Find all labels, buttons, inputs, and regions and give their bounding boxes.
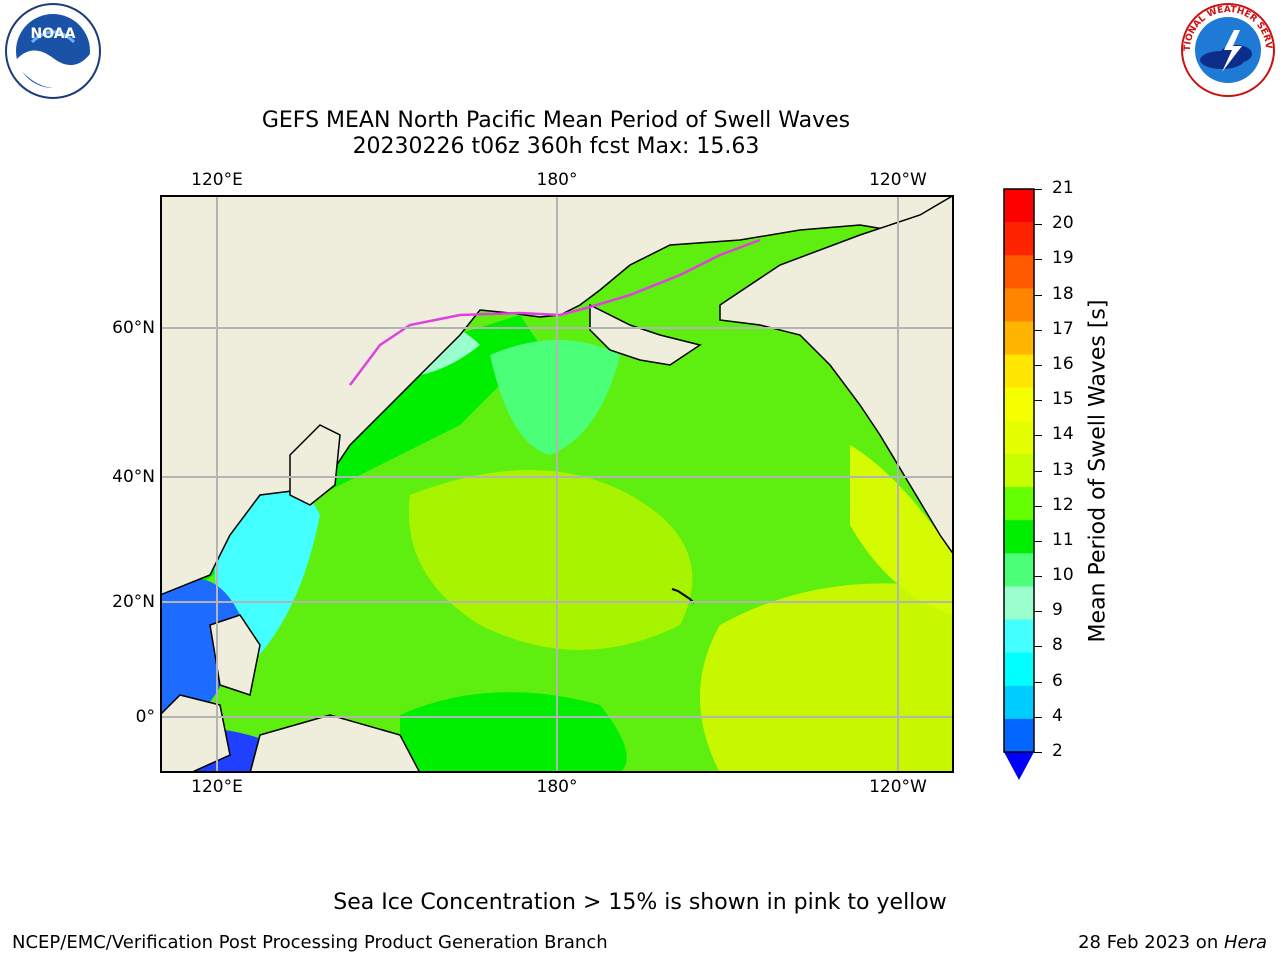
colorbar-tick-label: 4 [1052,705,1063,726]
land-borneo [160,694,231,773]
sea-ice-edge [349,238,761,386]
colorbar-tick-mark [1034,505,1042,507]
map-subtitle: 20230226 t06z 360h fcst Max: 15.63 [352,134,760,159]
colorbar-tick-label: 16 [1052,353,1074,374]
lat-label-20n: 20°N [112,592,155,612]
colorbar-tick-label: 19 [1052,248,1074,269]
colorbar-tick-mark [1034,611,1042,613]
colorbar-band [1004,321,1034,356]
colorbar-tick-mark [1034,364,1042,366]
land-north-america [719,195,954,557]
lon-label-top-120e: 120°E [191,170,243,190]
colorbar-tick-mark [1034,716,1042,718]
zone-11s-equatorial [400,692,627,773]
colorbar-band [1004,288,1034,322]
colorbar-tick-label: 2 [1052,741,1063,761]
colorbar-tick-label: 6 [1052,670,1063,691]
graticule [160,195,954,773]
zone-10s-north [490,340,620,455]
lat-label-40n: 40°N [112,467,155,487]
map-title: GEFS MEAN North Pacific Mean Period of S… [261,108,851,133]
zone-13s-california [850,445,954,615]
colorbar [1003,188,1035,780]
colorbar-tick-mark [1034,400,1042,402]
colorbar-band [1004,553,1034,587]
colorbar-tick-mark [1034,576,1042,578]
colorbar-tick-label: 15 [1052,389,1074,410]
colorbar-band [1004,189,1034,223]
land-asia-arctic [160,195,954,596]
colorbar-band [1004,354,1034,389]
colorbar-tick-label: 17 [1052,318,1074,339]
colorbar-tick-mark [1034,294,1042,296]
lon-label-bottom-120w: 120°W [869,777,927,797]
land-hawaii [671,588,695,604]
colorbar-tick-label: 14 [1052,424,1074,445]
colorbar-tick-label: 18 [1052,283,1074,304]
map-frame [160,195,954,773]
colorbar-tick-label: 21 [1052,178,1074,198]
colorbar-tick-label: 20 [1052,213,1074,234]
colorbar-band [1004,685,1034,720]
colorbar-tick-mark [1034,540,1042,542]
colorbar-band [1004,387,1034,422]
lon-label-bottom-180: 180° [536,777,578,797]
colorbar-band [1004,487,1034,521]
sea-ice-caption: Sea Ice Concentration > 15% is shown in … [333,890,947,915]
land-japan [289,424,341,506]
colorbar-band [1004,619,1034,654]
colorbar-band [1004,420,1034,455]
zone-12s-central [408,470,693,650]
colorbar-tick-mark [1034,646,1042,648]
nws-logo: NATIONAL WEATHER SERVICE [1174,0,1278,100]
colorbar-tick-label: 10 [1052,565,1074,586]
land-new-guinea [249,714,421,773]
colorbar-band [1004,255,1034,289]
colorbar-tick-mark [1034,435,1042,437]
colorbar-tick-label: 12 [1052,494,1074,515]
colorbar-tick-mark [1034,189,1042,190]
colorbar-tick-mark [1034,259,1042,261]
colorbar-band [1004,520,1034,554]
land-philippines [209,614,261,696]
colorbar-tick-mark [1034,329,1042,331]
colorbar-tick-label: 11 [1052,529,1074,550]
swell-period-map [160,195,954,773]
colorbar-tick-label: 8 [1052,635,1063,656]
colorbar-tick-mark [1034,752,1042,753]
colorbar-extend-arrow [1004,752,1034,780]
colorbar-tick-mark [1034,681,1042,683]
lon-label-bottom-120e: 120°E [191,777,243,797]
footer-machine: Hera [1223,932,1267,953]
footer-date: 28 Feb 2023 on [1078,932,1224,953]
colorbar-tick-mark [1034,224,1042,226]
colorbar-tick-label: 9 [1052,600,1063,621]
footer-left: NCEP/EMC/Verification Post Processing Pr… [12,932,608,953]
colorbar-band [1004,718,1034,753]
colorbar-tick-mark [1034,470,1042,472]
lon-label-top-120w: 120°W [869,170,927,190]
colorbar-bands [1004,189,1034,753]
colorbar-band [1004,222,1034,256]
noaa-logo: NOAA [2,2,104,100]
colorbar-band [1004,652,1034,687]
svg-text:NOAA: NOAA [31,26,76,42]
colorbar-tick-label: 13 [1052,459,1074,480]
colorbar-label: Mean Period of Swell Waves [s] [1085,299,1111,643]
footer-right: 28 Feb 2023 on Hera [1078,932,1267,953]
colorbar-band [1004,453,1034,488]
colorbar-band [1004,586,1034,621]
lat-label-0: 0° [135,707,155,727]
zone-13s-southeast [700,583,954,773]
lat-label-60n: 60°N [112,318,155,338]
lon-label-top-180: 180° [536,170,578,190]
